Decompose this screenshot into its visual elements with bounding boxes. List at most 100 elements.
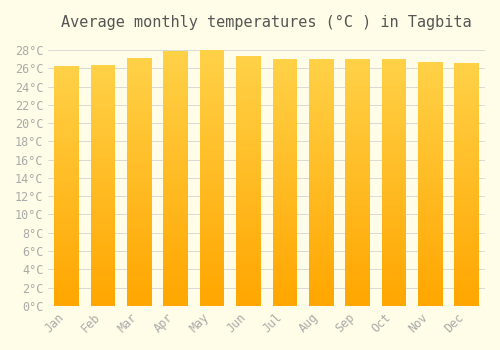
Bar xyxy=(90,231,116,232)
Bar xyxy=(54,245,79,246)
Bar xyxy=(54,214,79,215)
Bar xyxy=(127,303,152,304)
Bar xyxy=(236,127,261,128)
Bar xyxy=(346,265,370,266)
Bar xyxy=(200,183,224,184)
Bar xyxy=(418,185,443,186)
Bar xyxy=(90,276,116,277)
Bar xyxy=(272,237,297,238)
Bar xyxy=(54,83,79,84)
Bar xyxy=(346,115,370,116)
Bar xyxy=(346,122,370,123)
Bar xyxy=(90,283,116,284)
Bar xyxy=(454,115,479,116)
Bar xyxy=(418,205,443,206)
Bar xyxy=(272,65,297,66)
Bar xyxy=(309,249,334,250)
Bar xyxy=(272,296,297,297)
Bar xyxy=(309,90,334,91)
Bar xyxy=(309,89,334,90)
Bar xyxy=(200,141,224,142)
Bar xyxy=(382,188,406,189)
Bar xyxy=(90,71,116,72)
Bar xyxy=(272,279,297,280)
Bar xyxy=(418,84,443,85)
Bar xyxy=(382,118,406,120)
Bar xyxy=(54,169,79,170)
Bar xyxy=(418,65,443,67)
Bar xyxy=(346,214,370,215)
Bar xyxy=(90,150,116,152)
Bar xyxy=(200,262,224,264)
Bar xyxy=(346,160,370,162)
Bar xyxy=(346,63,370,64)
Bar xyxy=(127,195,152,196)
Bar xyxy=(127,117,152,118)
Bar xyxy=(454,150,479,152)
Bar xyxy=(418,200,443,201)
Bar xyxy=(454,286,479,288)
Bar xyxy=(272,181,297,182)
Bar xyxy=(272,195,297,196)
Bar xyxy=(200,281,224,283)
Bar xyxy=(200,242,224,243)
Bar xyxy=(164,52,188,54)
Bar xyxy=(382,78,406,79)
Bar xyxy=(418,230,443,231)
Bar xyxy=(54,248,79,250)
Bar xyxy=(200,255,224,256)
Bar xyxy=(164,232,188,233)
Bar xyxy=(164,199,188,200)
Bar xyxy=(454,134,479,136)
Bar xyxy=(236,124,261,126)
Bar xyxy=(236,121,261,122)
Bar xyxy=(272,201,297,202)
Bar xyxy=(127,131,152,133)
Bar xyxy=(127,159,152,160)
Bar xyxy=(164,201,188,203)
Bar xyxy=(200,93,224,95)
Bar xyxy=(236,253,261,254)
Bar xyxy=(236,237,261,238)
Bar xyxy=(454,147,479,148)
Bar xyxy=(309,165,334,167)
Bar xyxy=(54,230,79,232)
Bar xyxy=(236,243,261,245)
Bar xyxy=(346,297,370,299)
Bar xyxy=(54,160,79,161)
Bar xyxy=(309,108,334,110)
Bar xyxy=(309,130,334,131)
Bar xyxy=(309,210,334,211)
Bar xyxy=(164,298,188,300)
Bar xyxy=(90,107,116,108)
Bar xyxy=(200,240,224,242)
Bar xyxy=(309,97,334,99)
Bar xyxy=(54,196,79,197)
Bar xyxy=(272,198,297,200)
Bar xyxy=(236,83,261,84)
Bar xyxy=(236,91,261,92)
Bar xyxy=(272,247,297,248)
Bar xyxy=(418,214,443,216)
Bar xyxy=(346,146,370,147)
Bar xyxy=(454,120,479,121)
Bar xyxy=(309,253,334,254)
Bar xyxy=(272,226,297,227)
Bar xyxy=(236,250,261,251)
Bar xyxy=(309,211,334,212)
Bar xyxy=(309,287,334,288)
Bar xyxy=(54,120,79,121)
Bar xyxy=(90,163,116,165)
Bar xyxy=(346,150,370,152)
Bar xyxy=(127,61,152,62)
Bar xyxy=(200,58,224,59)
Bar xyxy=(382,172,406,173)
Bar xyxy=(200,92,224,93)
Bar xyxy=(164,231,188,232)
Bar xyxy=(309,288,334,290)
Bar xyxy=(164,182,188,183)
Bar xyxy=(164,224,188,225)
Bar xyxy=(454,144,479,146)
Bar xyxy=(346,153,370,154)
Bar xyxy=(309,269,334,270)
